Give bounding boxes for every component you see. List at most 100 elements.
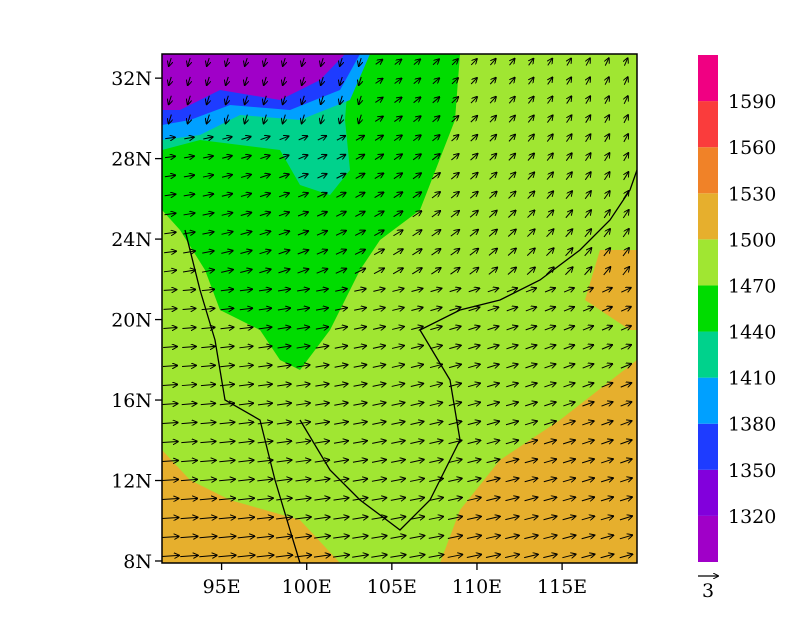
wind-arrow	[259, 193, 270, 196]
wind-arrow	[413, 116, 420, 123]
wind-arrow	[317, 193, 326, 197]
wind-arrow	[489, 135, 496, 142]
wind-arrow	[283, 95, 286, 104]
wind-arrow	[601, 459, 613, 463]
wind-arrow	[409, 555, 425, 558]
wind-arrow	[429, 402, 443, 405]
wind-arrow	[260, 136, 270, 139]
wind-arrow	[359, 114, 362, 124]
wind-arrow	[221, 194, 232, 197]
wind-arrow	[585, 153, 590, 162]
wind-arrow	[525, 345, 537, 349]
wind-arrow	[429, 459, 442, 462]
wind-arrow	[315, 308, 328, 310]
wind-arrow	[359, 57, 361, 66]
wind-arrow	[354, 269, 365, 274]
wind-arrow	[410, 345, 423, 348]
wind-vectors	[162, 57, 632, 558]
colorbar-swatch	[698, 469, 718, 516]
wind-arrow	[527, 116, 533, 123]
wind-arrow	[373, 289, 384, 292]
wind-arrow	[543, 421, 556, 425]
wind-arrow	[200, 403, 215, 404]
colorbar-swatch	[698, 423, 718, 470]
wind-arrow	[258, 365, 271, 367]
wind-arrow	[336, 155, 346, 159]
wind-arrow	[372, 327, 385, 330]
wind-arrow	[468, 288, 480, 291]
wind-arrow	[432, 97, 440, 104]
wind-arrow	[548, 59, 552, 66]
wind-arrow	[409, 517, 424, 520]
wind-arrow	[296, 384, 309, 386]
wind-arrow	[585, 134, 591, 143]
wind-arrow	[200, 460, 216, 461]
wind-arrow	[226, 114, 229, 124]
wind-arrow	[525, 307, 536, 311]
y-tick-label: 16N	[111, 390, 152, 412]
wind-arrow	[468, 345, 479, 348]
wind-arrow	[430, 345, 442, 348]
wind-arrow	[543, 554, 556, 557]
wind-arrow	[582, 421, 593, 425]
wind-arrow	[469, 249, 478, 256]
wind-arrow	[258, 308, 271, 310]
wind-arrow	[622, 267, 629, 276]
wind-arrow	[527, 229, 534, 237]
wind-arrow	[200, 422, 216, 423]
wind-arrow	[238, 479, 254, 481]
wind-arrow	[543, 497, 557, 501]
wind-arrow	[507, 230, 515, 237]
wind-arrow	[544, 288, 555, 292]
colorbar-label: 1590	[728, 91, 776, 113]
wind-arrow	[317, 136, 326, 140]
wind-arrow	[218, 536, 236, 538]
wind-arrow	[353, 327, 366, 330]
wind-arrow	[335, 250, 346, 255]
wind-arrow	[241, 156, 250, 159]
wind-arrow	[258, 289, 271, 291]
wind-arrow	[605, 115, 609, 124]
wind-arrow	[245, 57, 247, 66]
wind-arrow	[621, 288, 630, 293]
wind-arrow	[314, 479, 330, 481]
wind-arrow	[601, 383, 613, 387]
wind-arrow	[220, 346, 233, 347]
wind-arrow	[505, 459, 519, 462]
wind-arrow	[527, 210, 535, 218]
wind-arrow	[584, 248, 592, 257]
wind-arrow	[245, 95, 248, 104]
wind-arrow	[412, 211, 422, 218]
x-tick-label: 110E	[452, 576, 502, 598]
wind-arrow	[508, 116, 515, 123]
wind-arrow	[240, 213, 251, 216]
wind-arrow	[334, 403, 347, 405]
y-tick-label: 8N	[123, 551, 152, 573]
wind-arrow	[620, 345, 631, 350]
wind-arrow	[620, 459, 631, 463]
wind-arrow	[238, 422, 254, 424]
wind-arrow	[297, 289, 309, 291]
wind-arrow	[394, 97, 401, 103]
wind-arrow	[508, 97, 515, 104]
wind-arrow	[201, 346, 214, 347]
wind-arrow	[565, 248, 573, 257]
wind-arrow	[279, 155, 288, 158]
wind-arrow	[410, 441, 423, 444]
wind-arrow	[188, 114, 191, 124]
wind-arrow	[466, 535, 481, 538]
wind-arrow	[353, 441, 367, 444]
wind-arrow	[203, 137, 212, 139]
wind-arrow	[622, 210, 628, 219]
colorbar-label: 1470	[728, 275, 776, 297]
wind-arrow	[296, 365, 309, 367]
wind-arrow	[505, 497, 518, 500]
wind-arrow	[563, 288, 574, 292]
wind-arrow	[264, 76, 267, 85]
wind-arrow	[563, 326, 574, 330]
wind-arrow	[431, 173, 440, 180]
wind-arrow	[432, 116, 440, 123]
wind-arrow	[620, 307, 631, 312]
wind-arrow	[586, 115, 591, 123]
